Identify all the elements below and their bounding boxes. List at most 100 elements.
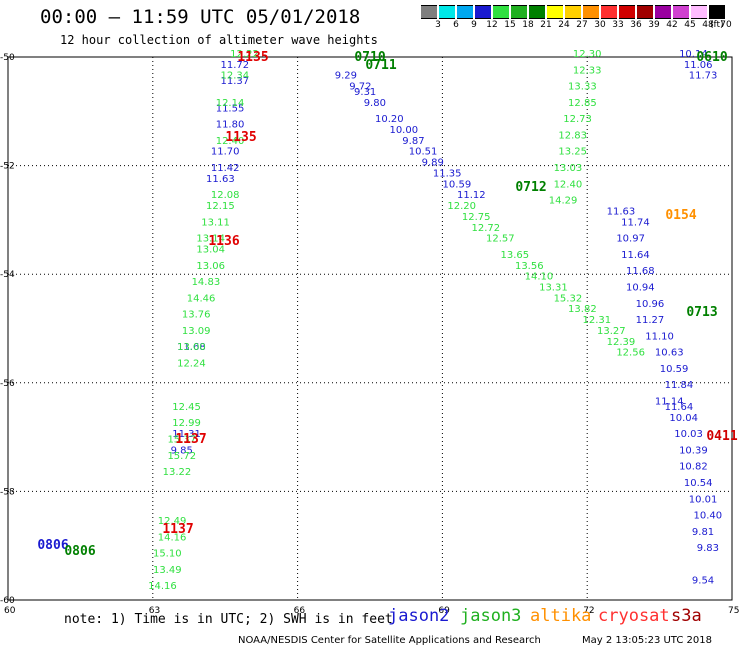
longitude-tick-label: 75 (728, 606, 739, 616)
wave-height-label: 12.15 (206, 201, 235, 212)
pass-time-label: 0806 (37, 538, 68, 553)
wave-height-label: 12.99 (172, 418, 201, 429)
pass-time-label: 1136 (208, 234, 239, 249)
wave-height-label: 9.72 (349, 82, 371, 93)
wave-height-label: 12.85 (568, 98, 597, 109)
scale-swatch (565, 5, 581, 19)
wave-height-label: 13.04 (196, 244, 225, 255)
wave-height-label: 13.25 (558, 147, 587, 158)
wave-height-label: 12.08 (211, 190, 240, 201)
wave-height-label: 12.34 (221, 71, 250, 82)
wave-height-label: 9.85 (171, 445, 193, 456)
latitude-tick-label: -50 (0, 53, 15, 63)
wave-height-label: 10.14 (679, 49, 708, 60)
wave-height-label: 13.65 (500, 250, 529, 261)
wave-height-label: 11.64 (621, 250, 650, 261)
scale-swatch (691, 5, 707, 19)
wave-height-label: 10.59 (660, 364, 689, 375)
wave-height-label: 11.27 (636, 315, 665, 326)
wave-height-label: 15.72 (167, 451, 196, 462)
legend-jason2: jason2 (388, 606, 450, 626)
wave-height-label: 10.20 (375, 114, 404, 125)
scale-label: 45 (684, 20, 696, 30)
wave-height-label: 12.75 (462, 212, 491, 223)
wave-height-label: 13.27 (597, 326, 626, 337)
legend-s3a: s3a (671, 606, 702, 626)
wave-height-label: 11.70 (211, 147, 240, 158)
scale-label: 39 (648, 20, 660, 30)
longitude-tick-label: 63 (149, 606, 160, 616)
wave-height-label: 13.06 (196, 261, 225, 272)
pass-time-label: 0806 (64, 544, 95, 559)
wave-height-label: 12.72 (472, 223, 501, 234)
map-title: 00:00 – 11:59 UTC 05/01/2018 (40, 6, 361, 28)
scale-label: 48 (702, 20, 714, 30)
latitude-tick-label: -56 (0, 379, 15, 389)
wave-height-label: 12.39 (607, 337, 636, 348)
wave-height-label: 13.76 (182, 310, 211, 321)
pass-time-label: 1135 (225, 130, 256, 145)
wave-height-label: 11.42 (211, 163, 240, 174)
wave-height-label: 12.30 (573, 49, 602, 60)
pass-time-label: 0610 (696, 50, 727, 65)
scale-swatch (457, 5, 473, 19)
wave-height-label: 10.59 (443, 179, 472, 190)
scale-swatch (655, 5, 671, 19)
scale-swatch (583, 5, 599, 19)
scale-swatch (547, 5, 563, 19)
wave-height-label: 11.31 (172, 429, 201, 440)
wave-height-label: 14.16 (158, 532, 187, 543)
scale-label: 27 (576, 20, 588, 30)
scale-label: 33 (612, 20, 624, 30)
wave-height-label: 11.74 (621, 217, 650, 228)
wave-height-label: 11.35 (433, 168, 462, 179)
wave-height-label: 9.87 (402, 136, 424, 147)
wave-height-label: 10.04 (669, 413, 698, 424)
pass-time-label: 1137 (162, 522, 193, 537)
wave-height-label: 11.10 (645, 331, 674, 342)
scale-label: 21 (540, 20, 552, 30)
wave-height-label: 10.94 (626, 282, 655, 293)
scale-swatch (439, 5, 455, 19)
wave-height-label: 13.82 (568, 304, 597, 315)
wave-height-label: 12.40 (216, 136, 245, 147)
longitude-tick-label: 66 (294, 606, 306, 616)
wave-height-label: 13.33 (568, 82, 597, 93)
legend-altika: altika (530, 606, 592, 626)
scale-swatch (709, 5, 725, 19)
longitude-tick-label: 69 (438, 606, 450, 616)
latitude-tick-label: -52 (0, 162, 15, 172)
wave-height-label: 11.64 (665, 402, 694, 413)
wave-height-label: 11.55 (216, 103, 245, 114)
wave-height-label: 12.56 (616, 348, 645, 359)
wave-height-label: 11.68 (626, 266, 655, 277)
scale-unit: (ft) (710, 20, 724, 30)
scale-swatch (637, 5, 653, 19)
pass-time-label: 1135 (237, 50, 268, 65)
wave-height-label: 9.80 (364, 98, 386, 109)
footnote: note: 1) Time is in UTC; 2) SWH is in fe… (64, 612, 393, 627)
wave-height-label: 14.16 (148, 581, 177, 592)
map-frame (7, 56, 733, 601)
wave-height-label: 13.00 (177, 342, 206, 353)
wave-height-label: 14.46 (187, 293, 216, 304)
scale-swatch (529, 5, 545, 19)
wave-height-label: 15.32 (554, 293, 583, 304)
wave-height-label: 11.37 (221, 76, 250, 87)
map-subtitle: 12 hour collection of altimeter wave hei… (60, 33, 378, 47)
wave-height-label: 13.09 (182, 326, 211, 337)
wave-height-label: 10.51 (409, 147, 438, 158)
latitude-tick-label: -54 (0, 270, 15, 280)
wave-height-label: 13.03 (554, 163, 583, 174)
wave-height-label: 13.22 (163, 467, 192, 478)
scale-label: 70 (720, 20, 732, 30)
wave-height-label: 11.72 (221, 60, 250, 71)
wave-height-label: 10.54 (684, 478, 713, 489)
legend-jason3: jason3 (460, 606, 522, 626)
wave-height-label: 13.56 (515, 261, 544, 272)
wave-height-label: 12.57 (486, 234, 515, 245)
longitude-tick-label: 72 (583, 606, 594, 616)
wave-height-label: 10.03 (674, 429, 703, 440)
wave-height-label: 11.80 (216, 120, 245, 131)
